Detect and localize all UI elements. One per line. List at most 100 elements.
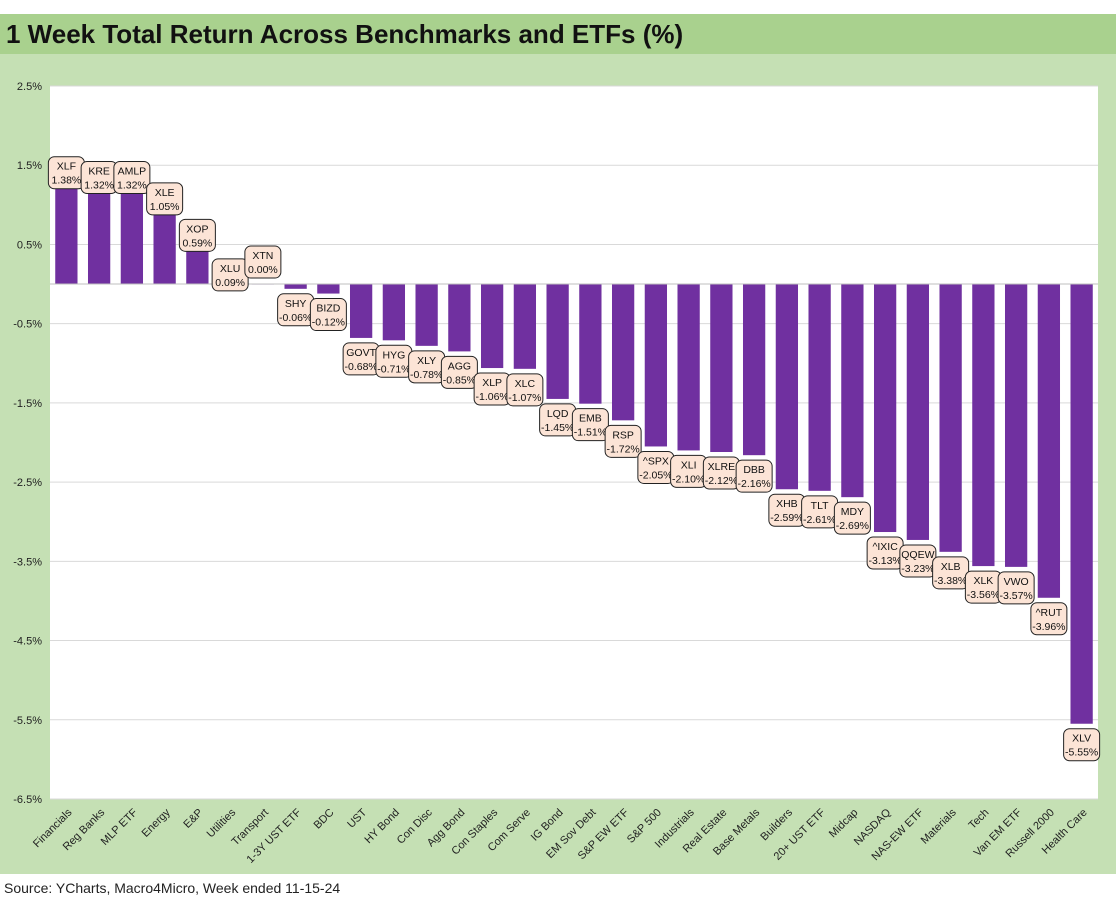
data-label: GOVT -0.68% bbox=[342, 342, 380, 376]
y-tick-label: 2.5% bbox=[17, 81, 42, 93]
bar bbox=[611, 284, 635, 421]
y-tick-label: -2.5% bbox=[13, 477, 42, 489]
data-label-ticker: HYG bbox=[382, 349, 405, 361]
y-tick-label: -0.5% bbox=[13, 319, 42, 331]
data-label: RSP -1.72% bbox=[604, 424, 642, 458]
y-tick-label: 1.5% bbox=[17, 160, 42, 172]
bar bbox=[382, 284, 406, 341]
data-label-box bbox=[309, 298, 347, 332]
y-tick-label: -4.5% bbox=[13, 636, 42, 648]
data-label-ticker: XLI bbox=[681, 459, 697, 471]
data-label-value: -2.59% bbox=[770, 512, 803, 524]
data-label-ticker: XLY bbox=[417, 355, 436, 367]
data-label: DBB -2.16% bbox=[735, 459, 773, 493]
data-label-ticker: XHB bbox=[776, 498, 798, 510]
data-label-box bbox=[1063, 728, 1101, 762]
data-label-ticker: XLK bbox=[973, 575, 993, 587]
bar bbox=[775, 284, 799, 490]
data-label-value: 0.09% bbox=[215, 277, 245, 289]
bar bbox=[153, 200, 176, 285]
bar bbox=[644, 284, 668, 447]
bar bbox=[1004, 284, 1028, 567]
data-label-ticker: AGG bbox=[448, 360, 471, 372]
data-label-ticker: AMLP bbox=[118, 165, 147, 177]
x-tick-label: Energy bbox=[140, 806, 173, 839]
data-label-box bbox=[571, 408, 609, 442]
data-label-box bbox=[997, 571, 1035, 605]
data-label: XLI -2.10% bbox=[670, 454, 708, 488]
bar bbox=[677, 284, 700, 451]
bar bbox=[808, 284, 831, 491]
data-label-ticker: ^IXIC bbox=[872, 541, 898, 553]
data-label-ticker: MDY bbox=[841, 506, 864, 518]
data-label-ticker: XLF bbox=[57, 161, 76, 173]
data-label-value: -2.05% bbox=[639, 469, 672, 481]
data-label-ticker: LQD bbox=[547, 408, 569, 420]
data-label-ticker: ^RUT bbox=[1036, 607, 1063, 619]
data-label: XLF 1.38% bbox=[47, 156, 85, 190]
data-label: LQD -1.45% bbox=[539, 403, 577, 437]
bar bbox=[1037, 284, 1061, 598]
data-label-ticker: TLT bbox=[811, 500, 829, 512]
bar bbox=[972, 284, 995, 567]
data-label-value: -3.13% bbox=[868, 555, 901, 567]
bar bbox=[742, 284, 766, 456]
data-label: QQEW -3.23% bbox=[899, 544, 937, 578]
y-tick-label: -1.5% bbox=[13, 398, 42, 410]
data-label-value: -0.68% bbox=[344, 361, 377, 373]
y-tick-label: -6.5% bbox=[13, 794, 42, 806]
data-label: TLT -2.61% bbox=[801, 495, 839, 529]
data-label-value: -1.72% bbox=[606, 443, 639, 455]
x-tick-label: UST bbox=[345, 806, 369, 830]
data-label-ticker: SHY bbox=[285, 298, 307, 310]
bar bbox=[873, 284, 897, 533]
bar bbox=[87, 179, 111, 285]
data-label: ^IXIC -3.13% bbox=[866, 536, 904, 570]
y-tick-label: 0.5% bbox=[17, 239, 42, 251]
data-label-value: -5.55% bbox=[1065, 747, 1098, 759]
data-label: EMB -1.51% bbox=[571, 408, 609, 442]
data-label: ^SPX -2.05% bbox=[637, 450, 675, 484]
bar bbox=[415, 284, 438, 346]
data-label-box bbox=[735, 459, 773, 493]
data-label-value: -2.10% bbox=[672, 473, 705, 485]
data-label: XLE 1.05% bbox=[146, 182, 184, 216]
data-label: XLRE -2.12% bbox=[702, 456, 740, 490]
bar bbox=[841, 284, 864, 498]
bar bbox=[448, 284, 471, 352]
data-label-value: -2.61% bbox=[803, 514, 836, 526]
bar bbox=[710, 284, 733, 453]
data-label-box bbox=[440, 355, 478, 389]
data-label: MDY -2.69% bbox=[833, 501, 871, 535]
data-label-ticker: RSP bbox=[612, 429, 634, 441]
data-label-ticker: XTN bbox=[252, 250, 273, 262]
data-label-ticker: ^SPX bbox=[643, 455, 669, 467]
bar bbox=[579, 284, 602, 404]
data-label-ticker: KRE bbox=[88, 165, 110, 177]
data-label-ticker: XLRE bbox=[708, 461, 735, 473]
bar bbox=[906, 284, 930, 540]
data-label-value: 1.32% bbox=[84, 179, 114, 191]
data-label: XLV -5.55% bbox=[1063, 728, 1101, 762]
data-label-value: -3.38% bbox=[934, 575, 967, 587]
bar bbox=[349, 284, 373, 338]
bar bbox=[939, 284, 962, 552]
data-label: HYG -0.71% bbox=[375, 344, 413, 378]
chart-area: 2.5% 1.5% 0.5% -0.5% -1.5% -2.5% -3.5% -4.5% -5.… bbox=[0, 54, 1116, 874]
data-label-ticker: BIZD bbox=[316, 303, 340, 315]
data-label-box bbox=[604, 424, 642, 458]
data-label-value: -0.78% bbox=[410, 369, 443, 381]
data-label-value: 1.32% bbox=[117, 179, 147, 191]
data-label: XHB -2.59% bbox=[768, 493, 806, 527]
bar bbox=[55, 174, 78, 285]
bar-chart: 2.5% 1.5% 0.5% -0.5% -1.5% -2.5% -3.5% -4.5% -5.… bbox=[13, 81, 1101, 866]
data-label-box bbox=[833, 501, 871, 535]
data-label-value: -0.71% bbox=[377, 363, 410, 375]
data-label-ticker: XLC bbox=[515, 378, 536, 390]
data-label-ticker: XLE bbox=[155, 187, 175, 199]
data-label-value: -0.06% bbox=[279, 312, 312, 324]
data-label: XLU 0.09% bbox=[211, 258, 249, 292]
source-note: Source: YCharts, Macro4Micro, Week ended… bbox=[4, 880, 341, 896]
data-label: BIZD -0.12% bbox=[309, 298, 347, 332]
